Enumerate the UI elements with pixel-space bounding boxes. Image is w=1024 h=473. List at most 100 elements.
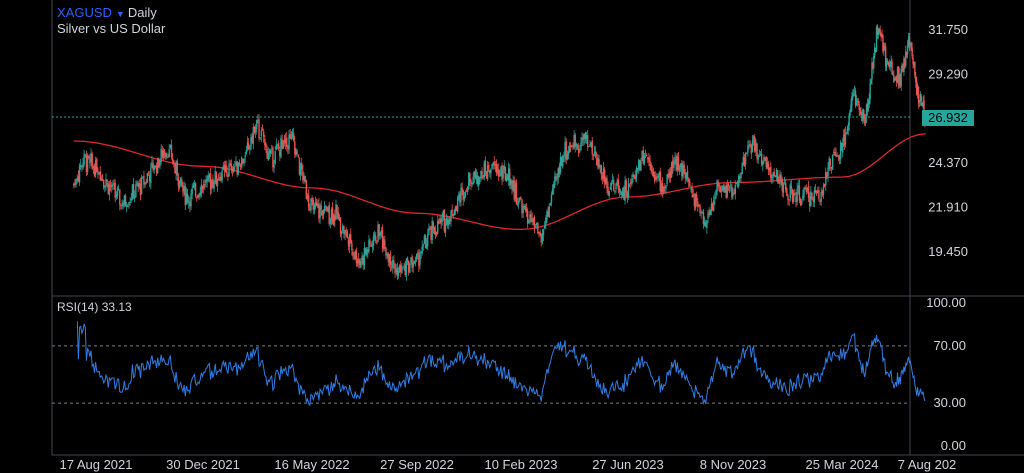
candle-body — [498, 169, 500, 177]
candle-body — [547, 211, 549, 216]
candle-body — [884, 46, 887, 67]
candle-body — [228, 163, 230, 177]
rsi-legend[interactable]: RSI(14) 33.13 — [57, 300, 132, 314]
candle-body — [361, 255, 363, 261]
candle-body — [775, 169, 778, 178]
candle-body — [125, 205, 128, 207]
candle-body — [874, 47, 876, 56]
candle-body — [756, 143, 758, 159]
candle-body — [104, 185, 106, 188]
candle-body — [752, 136, 755, 141]
candle-body — [289, 133, 291, 139]
candle-body — [286, 137, 288, 147]
candle-body — [337, 212, 339, 220]
candle-body — [581, 137, 583, 144]
candle-body — [533, 217, 536, 228]
candle-body — [686, 171, 689, 179]
candle-body — [650, 164, 652, 171]
candle-body — [193, 182, 196, 187]
candle-body — [609, 186, 612, 190]
candle-body — [483, 162, 485, 178]
candle-body — [562, 155, 564, 167]
candle-body — [288, 134, 290, 150]
candle-body — [150, 168, 152, 184]
candle-body — [875, 27, 878, 52]
candle-body — [117, 188, 120, 190]
candle-body — [314, 201, 317, 208]
time-tick-label: 7 Aug 202 — [898, 457, 957, 472]
symbol-header[interactable]: XAGUSD ▼ Daily — [57, 5, 157, 22]
candle-body — [563, 155, 565, 157]
candle-body — [722, 185, 724, 191]
candle-body — [842, 143, 844, 153]
candle-body — [532, 218, 535, 222]
candle-body — [783, 182, 786, 184]
candle-body — [504, 166, 507, 181]
candle-body — [182, 186, 184, 193]
candle-body — [493, 161, 495, 166]
candle-body — [453, 209, 456, 216]
candle-body — [917, 86, 920, 104]
candle-body — [244, 155, 246, 158]
candle-body — [705, 222, 707, 227]
candle-body — [514, 183, 517, 199]
candle-body — [887, 62, 890, 65]
candle-body — [694, 193, 697, 208]
candle-body — [582, 137, 584, 141]
candle-body — [227, 174, 229, 178]
candle-body — [905, 51, 907, 66]
candle-body — [435, 232, 438, 235]
symbol-name[interactable]: XAGUSD — [57, 5, 112, 20]
candle-body — [805, 189, 807, 193]
candle-body — [649, 160, 651, 166]
candle-body — [907, 38, 910, 48]
candle-body — [850, 104, 852, 112]
candle-body — [275, 144, 278, 150]
candle-body — [511, 180, 513, 189]
candle-body — [667, 173, 669, 178]
candle-body — [433, 227, 436, 234]
candle-body — [188, 201, 190, 203]
candle-body — [217, 179, 220, 180]
candle-body — [367, 249, 369, 253]
candle-body — [380, 230, 383, 234]
candle-body — [111, 184, 113, 187]
candle-body — [574, 134, 576, 147]
candle-body — [74, 182, 76, 185]
candle-body — [771, 179, 773, 181]
candle-body — [665, 185, 667, 189]
candle-body — [491, 163, 493, 169]
candle-body — [421, 245, 423, 254]
candle-body — [607, 186, 609, 195]
candle-body — [338, 218, 341, 221]
candle-body — [423, 235, 426, 244]
candle-body — [261, 129, 264, 131]
candle-body — [904, 59, 906, 66]
candle-body — [242, 158, 244, 163]
candle-body — [442, 210, 444, 218]
candle-body — [346, 231, 349, 239]
candle-body — [594, 150, 597, 157]
candle-body — [162, 150, 165, 159]
candle-body — [596, 157, 598, 166]
candle-body — [669, 170, 672, 178]
candle-body — [378, 224, 380, 237]
candle-body — [684, 172, 686, 178]
candle-body — [482, 174, 484, 178]
candle-body — [751, 140, 754, 152]
candle-body — [851, 96, 853, 106]
candle-body — [852, 94, 854, 98]
candle-body — [693, 198, 696, 207]
candle-body — [330, 209, 333, 221]
symbol-dropdown-icon[interactable]: ▼ — [115, 9, 125, 19]
interval-label[interactable]: Daily — [127, 5, 157, 20]
candle-body — [192, 185, 195, 188]
candle-body — [614, 190, 616, 192]
candle-body — [749, 143, 751, 146]
candle-body — [577, 148, 580, 154]
candle-body — [342, 225, 344, 231]
candle-body — [307, 195, 310, 207]
candle-body — [697, 201, 699, 207]
candle-body — [695, 194, 698, 201]
